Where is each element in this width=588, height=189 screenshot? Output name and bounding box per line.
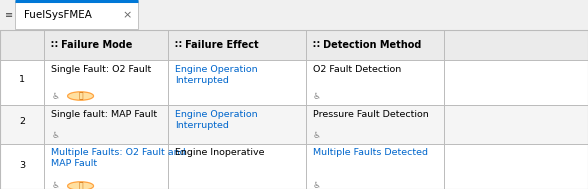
Circle shape <box>68 92 93 100</box>
Circle shape <box>68 182 93 189</box>
Text: ♿: ♿ <box>313 131 321 140</box>
Text: ≡: ≡ <box>5 10 13 20</box>
Text: ♿: ♿ <box>313 91 321 101</box>
Text: Engine Inoperative: Engine Inoperative <box>175 148 264 157</box>
Bar <box>0 0 588 30</box>
Text: 2: 2 <box>19 117 25 126</box>
Text: ♿: ♿ <box>51 91 59 101</box>
Text: Pressure Fault Detection: Pressure Fault Detection <box>313 110 429 119</box>
Text: ⧗: ⧗ <box>78 91 83 101</box>
Text: ∷ Failure Mode: ∷ Failure Mode <box>51 40 132 50</box>
Text: 3: 3 <box>19 161 25 170</box>
Text: Engine Operation
Interrupted: Engine Operation Interrupted <box>175 65 258 85</box>
Text: ♿: ♿ <box>313 181 321 189</box>
Bar <box>0 60 588 105</box>
Bar <box>0 30 588 189</box>
Text: ∷ Failure Effect: ∷ Failure Effect <box>175 40 258 50</box>
Bar <box>0 144 588 189</box>
Text: Multiple Faults Detected: Multiple Faults Detected <box>313 148 428 157</box>
Text: 1: 1 <box>19 75 25 84</box>
Text: FuelSysFMEA: FuelSysFMEA <box>24 10 91 20</box>
Text: ♿: ♿ <box>51 181 59 189</box>
Text: ⧗: ⧗ <box>78 181 83 189</box>
Text: ×: × <box>123 10 132 20</box>
Text: Multiple Faults: O2 Fault and
MAP Fault: Multiple Faults: O2 Fault and MAP Fault <box>51 148 186 168</box>
Text: ♿: ♿ <box>51 131 59 140</box>
Bar <box>15 1 138 29</box>
Text: ∷ Detection Method: ∷ Detection Method <box>313 40 421 50</box>
Bar <box>0 30 588 60</box>
Text: O2 Fault Detection: O2 Fault Detection <box>313 65 401 74</box>
Text: Single Fault: O2 Fault: Single Fault: O2 Fault <box>51 65 151 74</box>
Text: Single fault: MAP Fault: Single fault: MAP Fault <box>51 110 157 119</box>
Bar <box>0 105 588 144</box>
Text: Engine Operation
Interrupted: Engine Operation Interrupted <box>175 110 258 130</box>
